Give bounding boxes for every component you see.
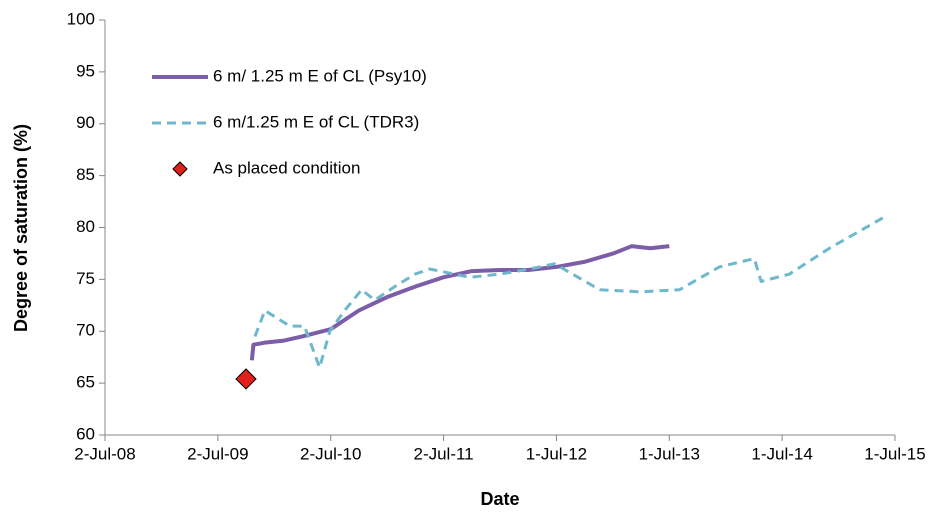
legend-label: 6 m/1.25 m E of CL (TDR3) bbox=[213, 112, 419, 131]
y-tick-label: 85 bbox=[76, 165, 95, 184]
x-axis-title: Date bbox=[480, 489, 519, 509]
y-tick-label: 70 bbox=[76, 321, 95, 340]
x-tick-label: 2-Jul-10 bbox=[300, 444, 361, 463]
y-tick-label: 60 bbox=[76, 424, 95, 443]
x-tick-label: 1-Jul-15 bbox=[864, 444, 925, 463]
x-tick-label: 2-Jul-09 bbox=[187, 444, 248, 463]
legend-marker bbox=[172, 161, 188, 177]
y-tick-label: 95 bbox=[76, 61, 95, 80]
x-tick-label: 1-Jul-12 bbox=[526, 444, 587, 463]
data-line bbox=[249, 244, 670, 361]
legend-label: 6 m/ 1.25 m E of CL (Psy10) bbox=[213, 66, 427, 85]
y-tick-label: 80 bbox=[76, 217, 95, 236]
legend-label: As placed condition bbox=[213, 158, 360, 177]
y-tick-label: 90 bbox=[76, 113, 95, 132]
y-tick-label: 65 bbox=[76, 373, 95, 392]
data-point bbox=[235, 368, 257, 390]
y-tick-label: 75 bbox=[76, 269, 95, 288]
y-axis-title: Degree of saturation (%) bbox=[11, 124, 31, 332]
x-tick-label: 2-Jul-11 bbox=[413, 444, 473, 463]
y-tick-label: 100 bbox=[67, 9, 95, 28]
data-line bbox=[253, 215, 885, 370]
x-tick-label: 1-Jul-13 bbox=[639, 444, 700, 463]
x-tick-label: 1-Jul-14 bbox=[751, 444, 812, 463]
x-tick-label: 2-Jul-08 bbox=[74, 444, 135, 463]
